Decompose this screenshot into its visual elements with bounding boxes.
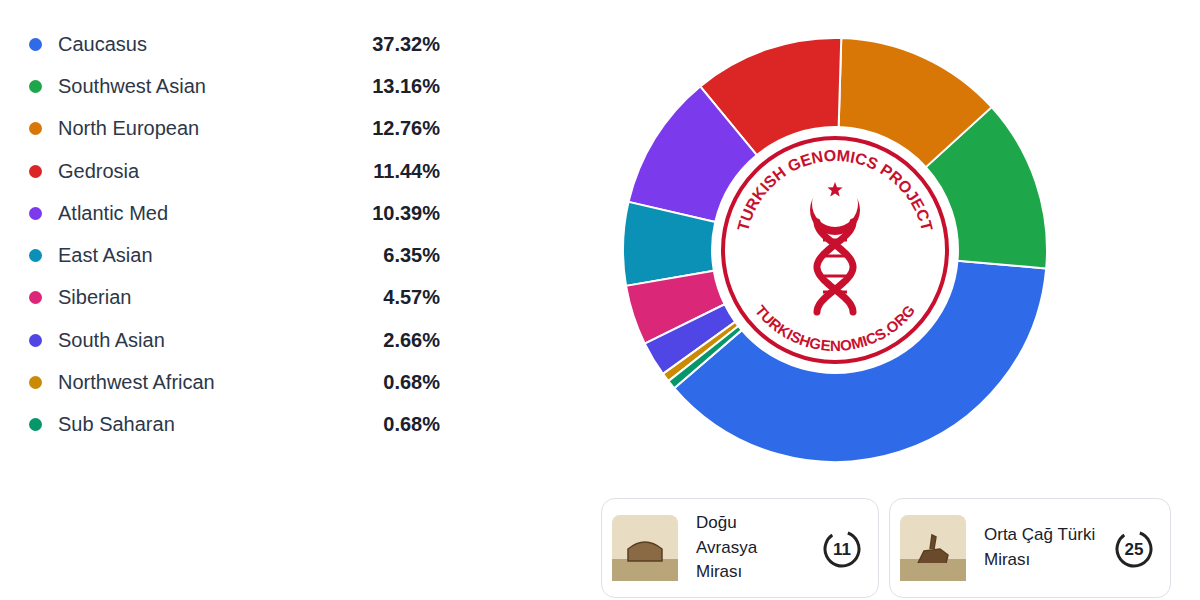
html-text:Sub Saharan: Sub Saharan <box>58 413 175 436</box>
html-text:Orta Çağ Türki Mirası: Orta Çağ Türki Mirası <box>984 525 1096 569</box>
html-text:Northwest African: Northwest African <box>58 371 215 393</box>
html-text:Doğu Avrasya Mirası: Doğu Avrasya Mirası <box>696 513 758 582</box>
html-text:Gedrosia: Gedrosia <box>58 159 140 182</box>
html-text:13.16%: 13.16% <box>372 74 440 97</box>
html-text:East Asian: East Asian <box>58 244 153 267</box>
html-text:37.32%: 37.32% <box>372 32 440 55</box>
html-text:Southwest Asian: Southwest Asian <box>58 74 206 97</box>
html-text:South Asian: South Asian <box>58 328 165 351</box>
svg-text:11: 11 <box>833 540 851 559</box>
html-text:10.39%: 10.39% <box>372 201 440 224</box>
svg-text:TURKISH GENOMICS PROJECT: TURKISH GENOMICS PROJECT <box>734 147 936 233</box>
html-text:0.68%: 0.68% <box>383 413 440 436</box>
html-text:4.57%: 4.57% <box>383 286 440 309</box>
html-text:Caucasus: Caucasus <box>58 32 147 55</box>
html-text:Siberian: Siberian <box>58 286 132 309</box>
svg-text:TURKISHGENOMICS.ORG: TURKISHGENOMICS.ORG <box>752 302 918 354</box>
html-text:12.76%: 12.76% <box>372 117 440 140</box>
svg-text:25: 25 <box>1125 540 1144 559</box>
html-text:6.35%: 6.35% <box>383 244 440 267</box>
html-text:0.68%: 0.68% <box>383 371 440 393</box>
html-text:11.44%: 11.44% <box>373 159 440 182</box>
html-text:North European: North European <box>58 117 200 140</box>
html-text:Atlantic Med: Atlantic Med <box>58 201 169 224</box>
html-text:2.66%: 2.66% <box>383 328 440 351</box>
